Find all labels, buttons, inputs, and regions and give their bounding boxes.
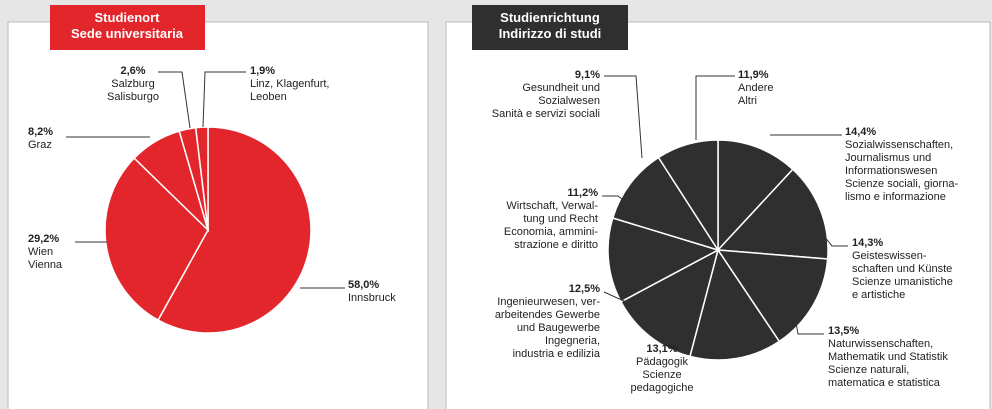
leader-line [694,338,723,351]
slice-label: Scienze sociali, giorna- [845,178,958,190]
pie-slice [657,139,719,253]
slice-label: Pädagogik [636,356,688,368]
pie-slice [194,126,209,231]
slice-label: Informationswesen [845,165,937,177]
slice-label: e artistiche [852,289,905,301]
slice-label: Andere [738,82,773,94]
slice-label: Scienze umanistiche [852,276,953,288]
value-label: 13,1% [646,343,677,355]
value-label: 13,5% [828,325,859,337]
slice-label: Sozialwesen [538,95,600,107]
value-label: 1,9% [250,65,275,77]
slice-label: Innsbruck [348,292,396,304]
pie-slice [717,139,794,252]
slice-label: Scienze naturali, [828,364,909,376]
slice-label: Ingegneria, [545,335,600,347]
title-badge [472,5,628,50]
slice-label: Gesundheit und [522,82,600,94]
slice-label: pedagogiche [630,382,693,394]
leader-line [814,224,848,247]
value-label: 12,5% [569,283,600,295]
slice-label: Salzburg [111,78,154,90]
slice-label: und Baugewerbe [517,322,600,334]
leader-line [695,75,735,140]
slice-label: Scienze [642,369,681,381]
slice-label: Wien [28,246,53,258]
pie-slice [104,157,209,322]
slice-label: strazione e diritto [514,239,598,251]
pie-slice [157,126,312,334]
slice-label: Geisteswissen- [852,250,927,262]
slice-label: Salisburgo [107,91,159,103]
value-label: 14,4% [845,126,876,138]
slice-label: Naturwissenschaften, [828,338,933,350]
slice-label: Linz, Klagenfurt, [250,78,330,90]
leader-line [202,71,246,128]
leader-line [602,195,627,203]
pie-slice [619,248,720,358]
slice-label: Vienna [28,259,63,271]
slice-label: Graz [28,139,52,151]
value-label: 58,0% [348,279,379,291]
slice-label: tung und Recht [523,213,598,225]
slice-label: Ingenieurwesen, ver- [497,296,600,308]
slice-label: industria e edilizia [513,348,601,360]
slice-label: arbeitendes Gewerbe [495,309,600,321]
value-label: 8,2% [28,126,53,138]
value-label: 2,6% [120,65,145,77]
slice-label: lismo e informazione [845,191,946,203]
slice-label: Leoben [250,91,287,103]
value-label: 11,9% [738,69,769,81]
chart-title: Studienort [95,10,161,25]
slice-label: Journalismus und [845,152,931,164]
slice-label: Mathematik und Statistik [828,351,948,363]
leader-line [158,71,191,129]
slice-label: Economia, ammini- [504,226,598,238]
value-label: 14,3% [852,237,883,249]
leader-line [791,299,824,335]
leader-line [604,75,643,159]
slice-label: matematica e statistica [828,377,941,389]
slice-label: Sozialwissenschaften, [845,139,953,151]
value-label: 29,2% [28,233,59,245]
title-badge [50,5,205,50]
slice-label: Sanità e servizi sociali [492,108,600,120]
value-label: 11,2% [567,187,598,199]
chart-title: Studienrichtung [500,10,600,25]
pie-slice [689,248,781,361]
chart-title: Indirizzo di studi [499,26,602,41]
pie-slice [716,249,829,343]
pie-slice [716,168,829,260]
chart-title: Sede universitaria [71,26,184,41]
slice-label: Wirtschaft, Verwal- [506,200,598,212]
slice-label: Altri [738,95,757,107]
pie-slice [611,156,720,252]
value-label: 9,1% [575,69,600,81]
leader-line [603,291,641,303]
slice-label: schaften und Künste [852,263,952,275]
